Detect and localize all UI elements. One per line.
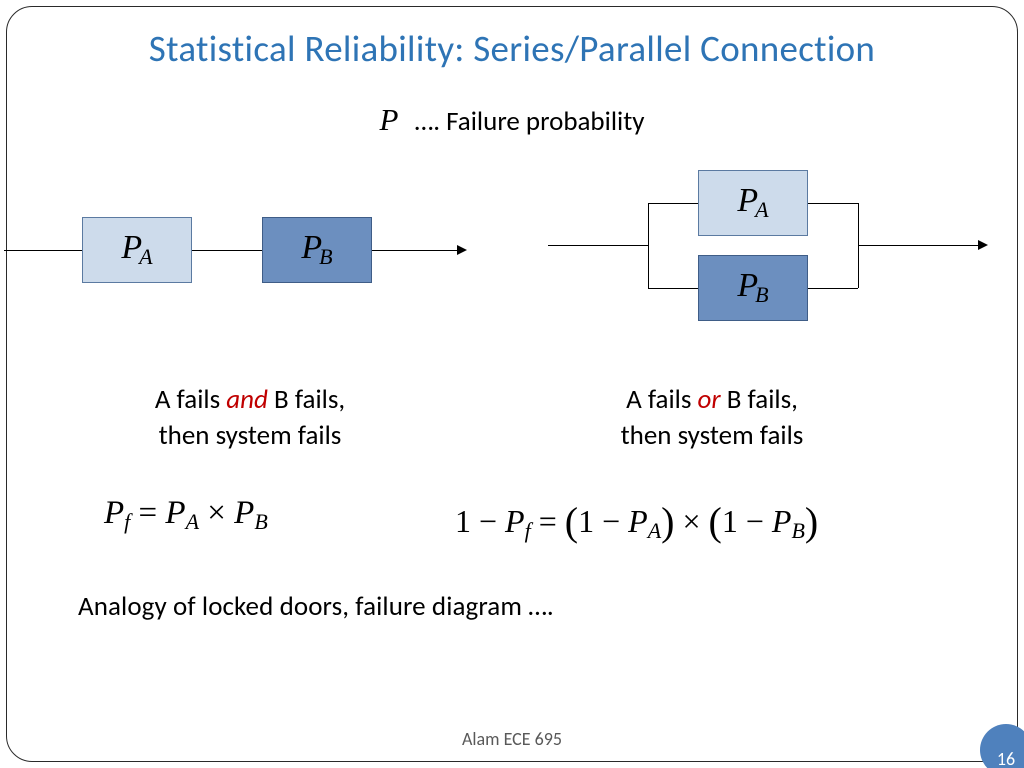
parallel-cap-1c: B fails, — [721, 383, 798, 416]
series-cap-1a: A fails — [155, 383, 226, 416]
fp-m2: − — [594, 503, 628, 539]
fp-m1: − — [471, 503, 505, 539]
fp-x: × — [674, 503, 708, 539]
fs-B: B — [254, 509, 267, 534]
fp-m3: − — [738, 503, 772, 539]
fp-eq: = — [531, 503, 565, 539]
analogy-text: Analogy of locked doors, failure diagram… — [78, 590, 554, 623]
fs-P1: P — [104, 495, 124, 531]
fp-P1: P — [505, 503, 525, 539]
parallel-diagram: PA PB — [548, 170, 1018, 360]
slide-title: Statistical Reliability: Series/Parallel… — [0, 26, 1024, 71]
p-definition: P …. Failure probability — [0, 102, 1024, 138]
series-box-A: PA — [82, 217, 192, 283]
p-symbol: P — [380, 102, 399, 137]
series-cap-2: then system fails — [159, 419, 342, 452]
fs-P2: P — [165, 495, 185, 531]
parallel-top-left-wire — [648, 203, 698, 204]
series-and: and — [226, 383, 268, 416]
fs-x: × — [199, 495, 234, 531]
fp-A: A — [648, 518, 661, 543]
series-formula: Pf = PA × PB — [104, 495, 268, 535]
parallel-bot-right-wire — [808, 288, 858, 289]
series-PB-sub: B — [319, 244, 332, 269]
fp-P3: P — [772, 503, 792, 539]
fp-rp2: ) — [805, 499, 818, 544]
fp-P2: P — [628, 503, 648, 539]
parallel-arrowhead — [978, 240, 988, 250]
fp-B: B — [791, 518, 804, 543]
footer-text: Alam ECE 695 — [0, 728, 1024, 750]
fp-lp1: ( — [565, 499, 578, 544]
series-cap-1c: B fails, — [268, 383, 345, 416]
series-wire-in — [4, 250, 82, 251]
fs-P3: P — [234, 495, 254, 531]
parallel-PA-sub: A — [755, 197, 768, 222]
parallel-split-left — [648, 203, 649, 288]
series-PA-sub: A — [139, 244, 152, 269]
parallel-cap-2: then system fails — [621, 419, 804, 452]
parallel-box-B: PB — [698, 255, 808, 321]
parallel-PB-sub: B — [755, 282, 768, 307]
parallel-or: or — [698, 383, 721, 416]
fs-A: A — [186, 509, 199, 534]
parallel-top-right-wire — [808, 203, 858, 204]
fp-rp1: ) — [661, 499, 674, 544]
parallel-wire-out — [858, 245, 978, 246]
fp-1a: 1 — [455, 503, 471, 539]
parallel-formula: 1 − Pf = (1 − PA) × (1 − PB) — [455, 495, 818, 544]
fp-1c: 1 — [722, 503, 738, 539]
parallel-caption: A fails or B fails, then system fails — [552, 382, 872, 455]
fp-lp2: ( — [709, 499, 722, 544]
fp-1b: 1 — [578, 503, 594, 539]
series-arrowhead — [457, 245, 467, 255]
series-caption: A fails and B fails, then system fails — [90, 382, 410, 455]
fs-eq: = — [130, 495, 165, 531]
parallel-cap-1a: A fails — [626, 383, 697, 416]
parallel-wire-in — [548, 245, 648, 246]
series-box-B: PB — [262, 217, 372, 283]
parallel-box-A: PA — [698, 170, 808, 236]
series-wire-mid — [192, 250, 262, 251]
parallel-bot-left-wire — [648, 288, 698, 289]
p-definition-text: …. Failure probability — [415, 105, 645, 138]
series-diagram: PA PB — [4, 208, 484, 298]
diagrams-area: PA PB PA PB — [0, 170, 1024, 370]
series-wire-out — [372, 250, 457, 251]
